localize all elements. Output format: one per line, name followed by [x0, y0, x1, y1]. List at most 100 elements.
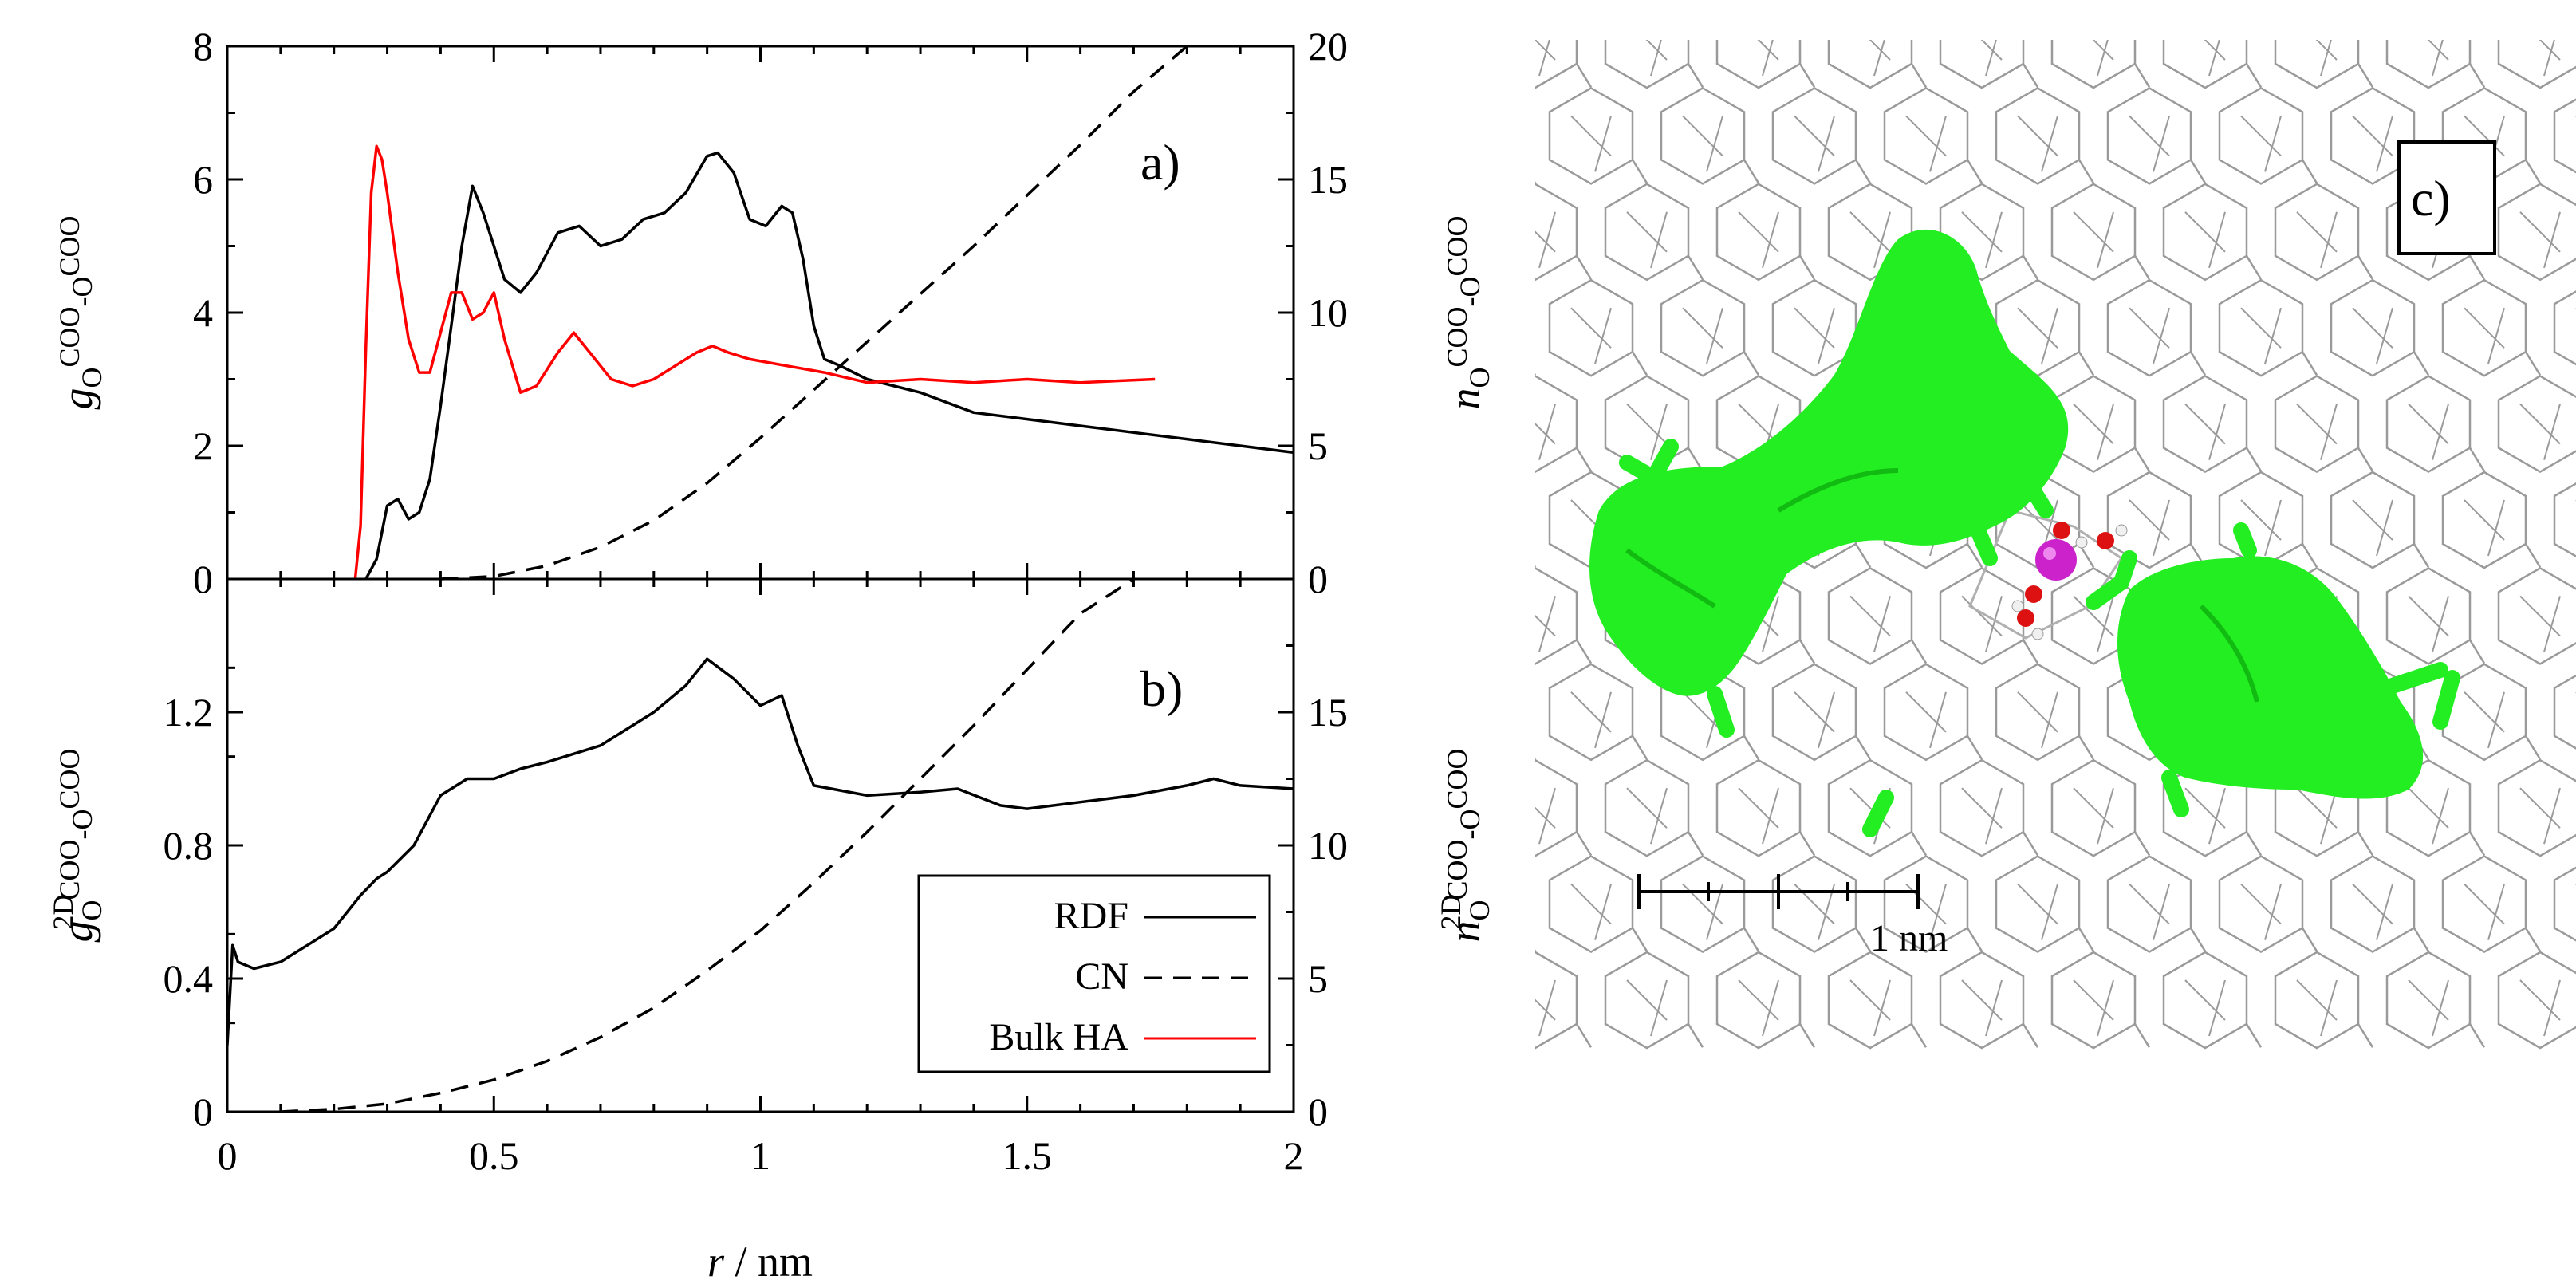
x-axis-unit: / nm — [724, 1238, 813, 1284]
framework-ring — [2106, 855, 2192, 954]
y-tick-label: 6 — [193, 157, 213, 202]
framework-ring — [2553, 290, 2576, 366]
framework-bond — [1575, 639, 1593, 664]
framework-bond — [2296, 787, 2338, 829]
framework-bond — [2129, 883, 2170, 925]
framework-bond — [1869, 40, 1891, 61]
framework-bond — [1575, 831, 1593, 857]
framework-ring — [2385, 40, 2472, 89]
framework-bond — [1798, 639, 1816, 664]
oxygen-atom — [2017, 609, 2034, 627]
framework-ring — [1827, 40, 1913, 89]
panel-b-frame — [226, 577, 1295, 1113]
right-y-tick-label: 10 — [1308, 823, 1348, 868]
framework-bond — [2524, 735, 2542, 760]
framework-bond — [1738, 211, 1779, 253]
framework-ring — [2162, 183, 2248, 282]
framework-bond — [2301, 351, 2318, 376]
framework-ring — [1535, 566, 1578, 665]
framework-bond — [1687, 63, 1704, 88]
framework-bond — [2208, 404, 2226, 460]
framework-ring — [1535, 183, 1578, 282]
framework-bond — [2133, 831, 2151, 857]
framework-bond — [2017, 115, 2058, 157]
framework-bond — [2264, 307, 2282, 364]
panel-b-right-axis-sub: O — [1463, 900, 1495, 921]
panel-a-right-axis-label: nOCOO-OCOO — [1441, 215, 1495, 409]
framework-bond — [2320, 404, 2338, 460]
framework-ring — [2106, 86, 2192, 185]
framework-bond — [2468, 447, 2486, 472]
framework-bond — [1682, 691, 1723, 733]
framework-bond — [2129, 115, 2170, 157]
framework-bond — [1650, 979, 1668, 1037]
panel-a-right-axis-mid: -O — [1454, 277, 1486, 307]
framework-bond — [1535, 40, 1556, 61]
hydrogen-atom — [2075, 536, 2088, 549]
panel-a-right-axis-sup1: COO — [1441, 307, 1473, 368]
x-tick-label: 0 — [218, 1133, 238, 1178]
panel-b-right-axis-label: 2DnOCOO-OCOO — [1435, 748, 1495, 942]
framework-bond — [2468, 1023, 2486, 1048]
framework-ring — [1604, 758, 1690, 857]
framework-bond — [1966, 927, 1983, 952]
framework-bond — [1985, 787, 2003, 845]
right-y-tick-label: 0 — [1308, 1089, 1328, 1134]
panel-c-label: c) — [2411, 170, 2451, 226]
framework-bond — [2296, 979, 2338, 1021]
framework-bond — [2133, 447, 2151, 472]
framework-bond — [2468, 63, 2486, 88]
framework-ring — [2330, 855, 2416, 954]
framework-bond — [2427, 40, 2449, 61]
x-tick-label: 0.5 — [469, 1133, 519, 1178]
framework-ring — [2553, 866, 2576, 942]
framework-bond — [2357, 255, 2374, 280]
framework-ring — [2218, 855, 2304, 954]
framework-bond — [2017, 883, 2058, 925]
oxygen-atom — [2053, 522, 2070, 539]
framework-bond — [1650, 404, 1668, 460]
framework-bond — [2041, 116, 2058, 172]
framework-bond — [1985, 596, 2003, 652]
panel-b-y-tick-labels: 0 0.4 0.8 1.2 — [163, 690, 214, 1134]
framework-ring — [1548, 278, 1634, 377]
framework-ring — [1939, 758, 2025, 857]
framework-bond — [1794, 307, 1835, 349]
framework-ring — [2497, 183, 2576, 282]
panel-b-right-axis-main: n — [1441, 921, 1489, 943]
framework-bond — [1594, 884, 1612, 940]
framework-bond — [2245, 1023, 2263, 1048]
framework-bond — [2543, 787, 2561, 845]
panel-a-y-tick-labels: 0 2 4 6 8 — [193, 24, 213, 601]
framework-bond — [2097, 787, 2114, 845]
framework-bond — [1980, 40, 2003, 61]
framework-ring — [2218, 86, 2304, 185]
framework-bond — [1854, 159, 1872, 184]
framework-bond — [1535, 230, 1556, 253]
framework-ring — [2497, 758, 2576, 857]
framework-bond — [2320, 979, 2338, 1037]
framework-ring — [1939, 951, 2025, 1050]
panel-a-left-axis-sup2: COO — [53, 215, 85, 276]
panel-a-lines — [353, 45, 1294, 581]
framework-bond — [2464, 691, 2505, 733]
framework-ring — [1660, 663, 1746, 762]
panel-a-right-axis-sup2: COO — [1441, 215, 1473, 276]
framework-bond — [2240, 307, 2282, 349]
framework-bond — [2376, 884, 2393, 940]
framework-ring — [2385, 951, 2472, 1050]
framework-ring — [2050, 951, 2137, 1050]
right-y-tick-label: 5 — [1308, 423, 1328, 468]
framework-bond — [2189, 927, 2207, 952]
framework-bond — [2097, 40, 2109, 77]
framework-bond — [2017, 691, 2058, 733]
framework-ring — [1939, 183, 2025, 282]
framework-bond — [2296, 403, 2338, 445]
framework-bond — [2073, 787, 2114, 829]
right-y-tick-label: 10 — [1308, 290, 1348, 335]
framework-ring — [2497, 951, 2576, 1050]
framework-bond — [2352, 883, 2393, 925]
oxygen-atom — [2025, 585, 2042, 603]
right-y-tick-label: 20 — [1308, 24, 1348, 69]
